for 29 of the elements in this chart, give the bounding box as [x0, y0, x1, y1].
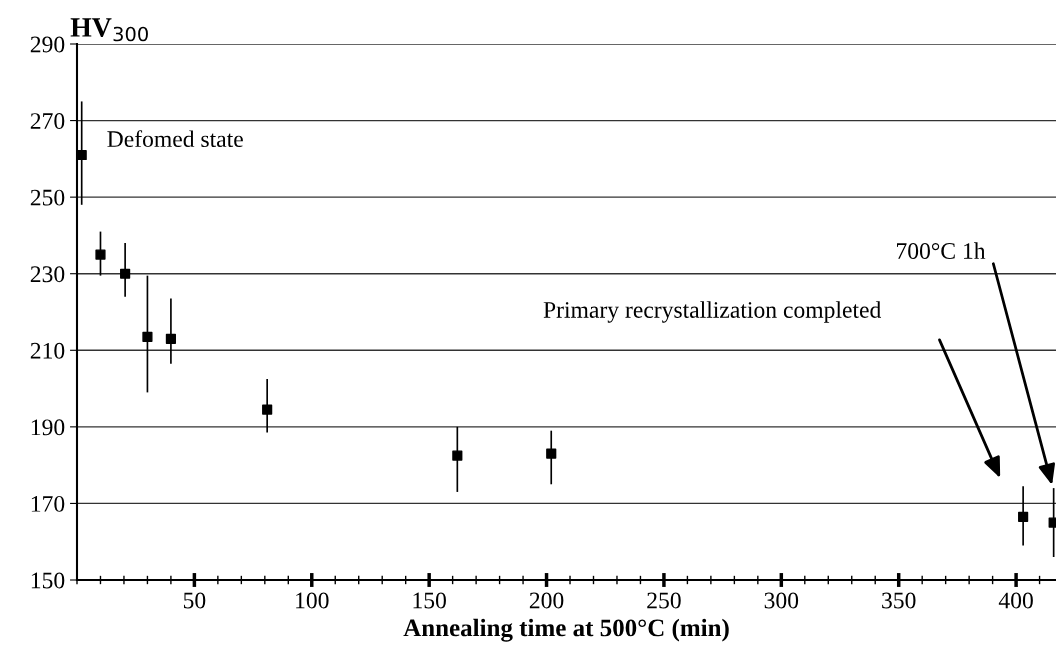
y-tick-label: 190 [31, 419, 65, 436]
y-tick-label: 270 [30, 113, 65, 129]
x-tick-label: 50 [183, 592, 206, 609]
y-tick-label: 230 [30, 266, 65, 283]
y-tick-label: 210 [30, 342, 65, 359]
annotation: Defomed state [107, 130, 243, 148]
x-tick-label: 250 [647, 592, 681, 609]
point [546, 448, 557, 459]
x-tick-label: 400 [998, 592, 1033, 609]
x-axis-title: Annealing time at 500°C (min) [403, 618, 729, 642]
x-tick-label: 100 [296, 592, 329, 609]
y-tick-label: 170 [31, 495, 65, 512]
point [262, 404, 273, 415]
x-tick-label: 350 [882, 592, 916, 609]
x-tick-label: 150 [413, 592, 446, 609]
x-tick-label: 300 [764, 592, 799, 609]
x-tick-label: 200 [529, 592, 564, 609]
y-tick-label: 250 [30, 189, 65, 206]
point [120, 268, 131, 279]
y-tick-label: 290 [30, 36, 65, 53]
point [95, 249, 106, 260]
point [165, 333, 176, 344]
point [1018, 511, 1029, 522]
y-axis-title: HV$_{300}$ [70, 18, 148, 42]
point [142, 331, 153, 342]
point [452, 450, 463, 461]
y-tick-label: 150 [31, 572, 65, 589]
annotation: Primary recrystallization completed [543, 301, 882, 323]
annotation: 700°C 1h [897, 242, 986, 259]
